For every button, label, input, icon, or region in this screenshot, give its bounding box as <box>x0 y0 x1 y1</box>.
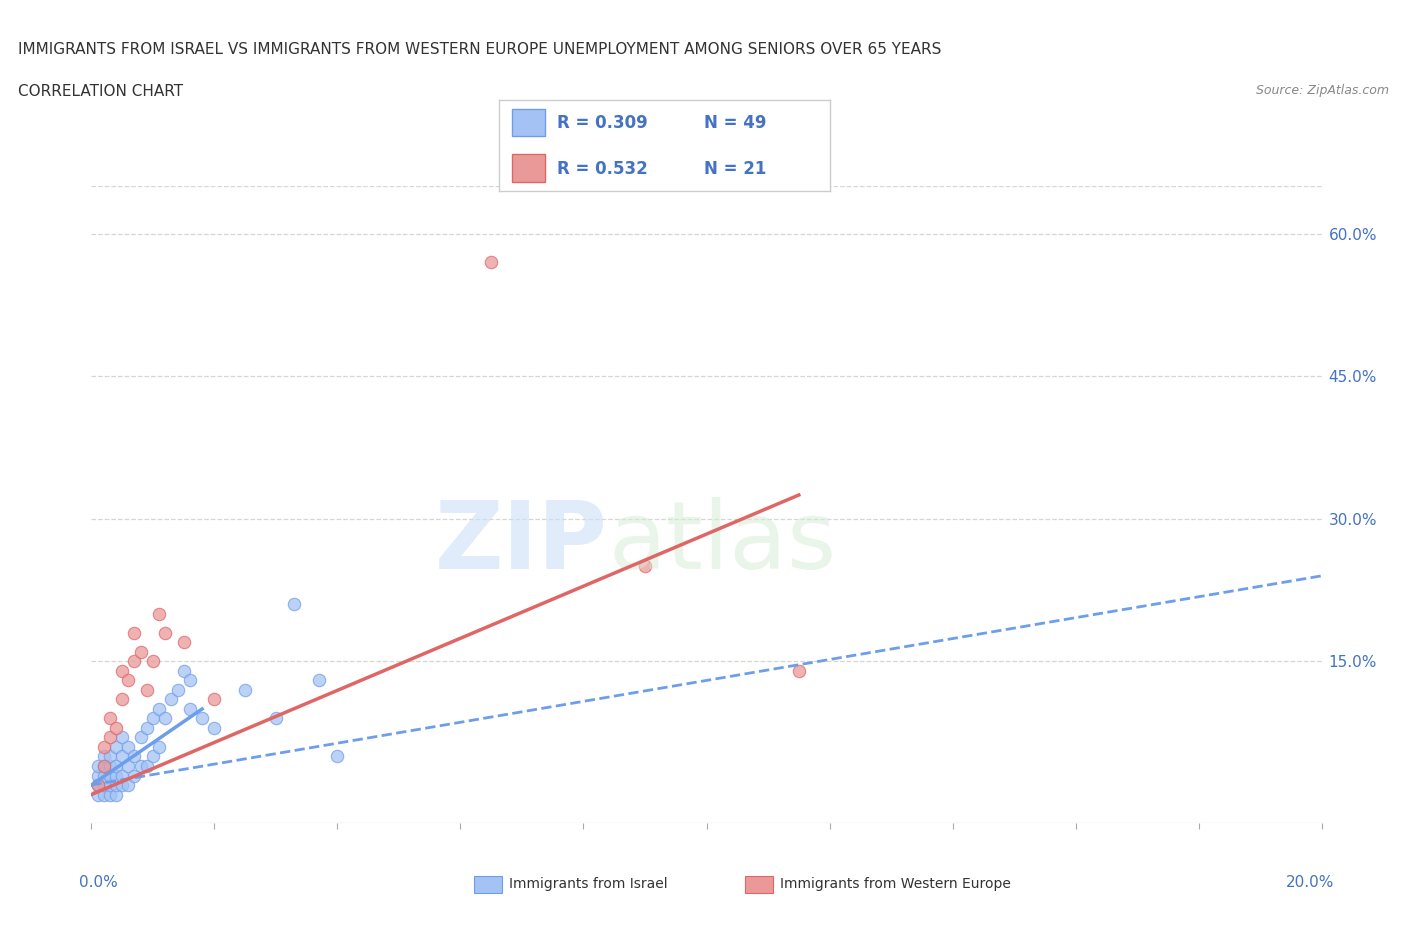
Point <box>135 759 157 774</box>
Point <box>179 673 201 688</box>
Point <box>153 626 177 641</box>
Point <box>111 768 134 783</box>
Point <box>98 711 121 726</box>
Point <box>129 730 152 745</box>
Point <box>135 683 157 698</box>
Point <box>86 787 108 802</box>
Point <box>129 759 152 774</box>
Point <box>283 597 305 612</box>
Bar <box>745 876 773 893</box>
Point <box>105 777 127 792</box>
Point <box>129 644 152 659</box>
Point <box>93 768 115 783</box>
Point <box>111 730 134 745</box>
Point <box>326 749 349 764</box>
Point <box>308 673 330 688</box>
Text: Immigrants from Israel: Immigrants from Israel <box>509 877 668 892</box>
Point <box>93 739 115 754</box>
Point <box>98 768 121 783</box>
Point <box>105 787 127 802</box>
Point <box>142 654 165 669</box>
Point <box>233 683 256 698</box>
Point <box>166 683 188 698</box>
Point <box>202 721 225 736</box>
Text: R = 0.309: R = 0.309 <box>557 114 648 132</box>
Text: ZIP: ZIP <box>436 497 607 589</box>
Point <box>117 739 139 754</box>
Point <box>264 711 287 726</box>
Point <box>93 777 115 792</box>
Point <box>98 749 121 764</box>
Text: 20.0%: 20.0% <box>1285 875 1334 890</box>
Point <box>173 635 195 650</box>
Point <box>111 663 134 678</box>
Text: N = 49: N = 49 <box>704 114 766 132</box>
Point <box>111 777 134 792</box>
Point <box>98 759 121 774</box>
Point <box>105 759 127 774</box>
Point <box>124 749 146 764</box>
Text: 0.0%: 0.0% <box>79 875 118 890</box>
Point <box>142 711 165 726</box>
Point <box>479 255 502 270</box>
Point <box>117 777 139 792</box>
Point <box>117 759 139 774</box>
Text: N = 21: N = 21 <box>704 160 766 178</box>
Text: CORRELATION CHART: CORRELATION CHART <box>18 84 183 99</box>
Text: IMMIGRANTS FROM ISRAEL VS IMMIGRANTS FROM WESTERN EUROPE UNEMPLOYMENT AMONG SENI: IMMIGRANTS FROM ISRAEL VS IMMIGRANTS FRO… <box>18 42 942 57</box>
Point <box>86 777 108 792</box>
Point <box>93 787 115 802</box>
Point <box>93 759 115 774</box>
Point <box>153 711 177 726</box>
Text: R = 0.532: R = 0.532 <box>557 160 648 178</box>
Point <box>124 654 146 669</box>
Text: atlas: atlas <box>607 497 837 589</box>
Point <box>160 692 183 707</box>
Text: Source: ZipAtlas.com: Source: ZipAtlas.com <box>1256 84 1389 97</box>
Point <box>105 739 127 754</box>
Point <box>124 626 146 641</box>
Point <box>98 730 121 745</box>
Point <box>111 749 134 764</box>
Point <box>191 711 214 726</box>
Point <box>148 739 170 754</box>
Point <box>124 768 146 783</box>
Point <box>86 777 108 792</box>
Point <box>634 559 657 574</box>
Point <box>202 692 225 707</box>
Point <box>111 692 134 707</box>
Point <box>148 701 170 716</box>
Point <box>173 663 195 678</box>
Point <box>98 777 121 792</box>
FancyBboxPatch shape <box>512 154 546 181</box>
Point <box>135 721 157 736</box>
Point <box>105 721 127 736</box>
Point <box>179 701 201 716</box>
Point <box>148 606 170 621</box>
Point <box>105 768 127 783</box>
Text: Immigrants from Western Europe: Immigrants from Western Europe <box>780 877 1011 892</box>
Point <box>93 749 115 764</box>
Bar <box>474 876 502 893</box>
Point <box>117 673 139 688</box>
Point <box>86 768 108 783</box>
Point <box>98 787 121 802</box>
Point <box>142 749 165 764</box>
Point <box>86 759 108 774</box>
Point <box>93 759 115 774</box>
FancyBboxPatch shape <box>512 109 546 136</box>
Point <box>787 663 810 678</box>
